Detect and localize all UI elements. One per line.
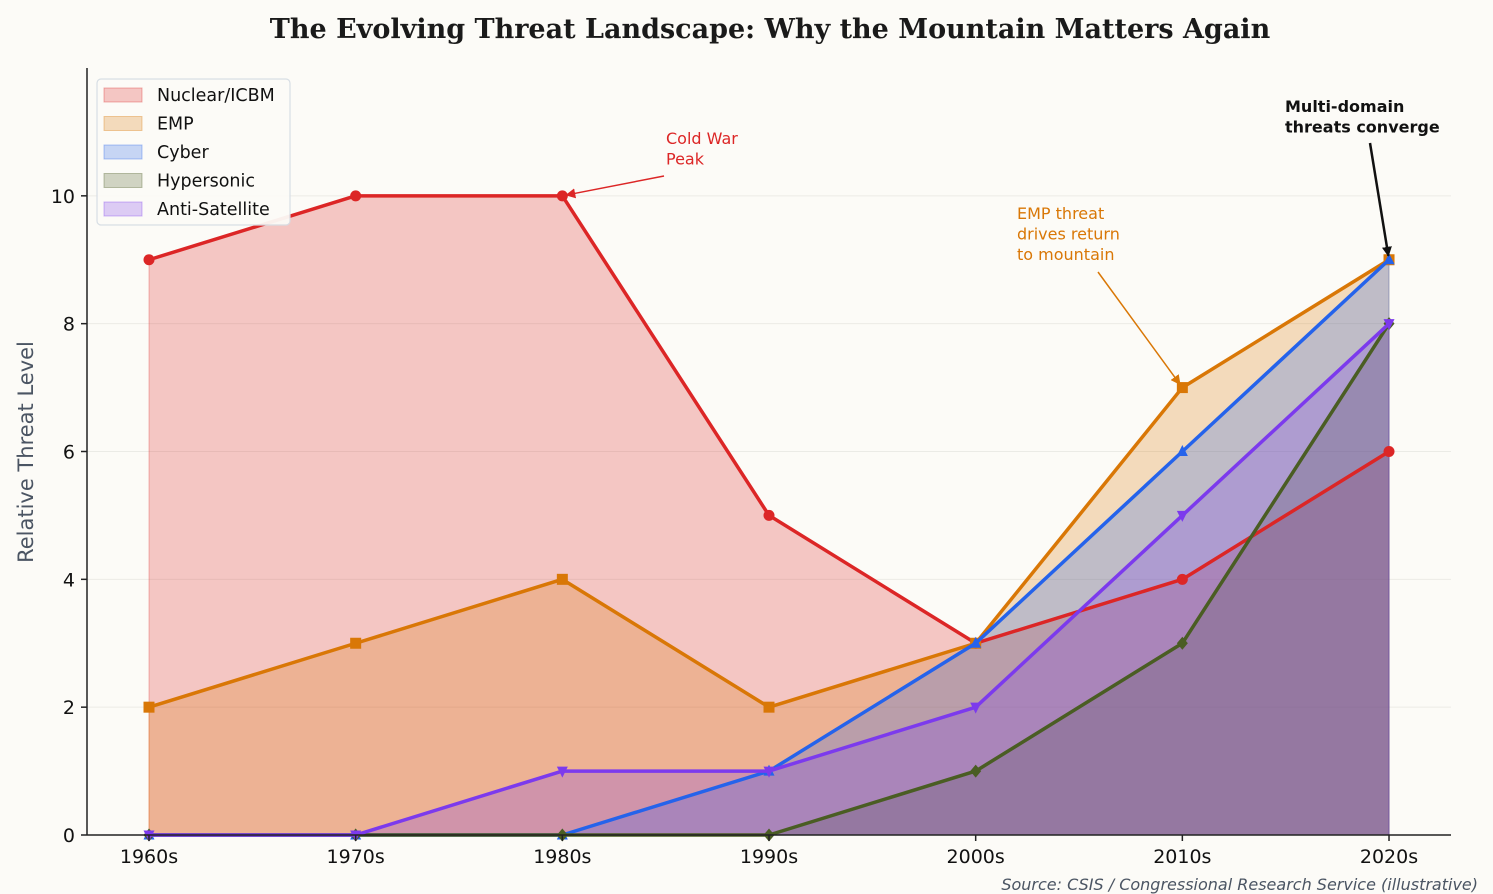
y-tick-label: 2 (63, 697, 75, 719)
chart-title: The Evolving Threat Landscape: Why the M… (270, 14, 1271, 45)
x-tick-label: 2020s (1360, 846, 1418, 868)
legend-swatch (103, 201, 143, 217)
point-emp (556, 573, 568, 585)
annotation-text: Peak (666, 150, 705, 169)
x-tick-label: 1990s (740, 846, 798, 868)
legend-swatch (103, 144, 143, 160)
annotation-text: Multi-domain (1285, 97, 1404, 116)
legend-swatch (103, 87, 143, 103)
legend-swatch (103, 116, 143, 131)
point-anti-satellite (1383, 319, 1395, 331)
annotation-text: to mountain (1017, 245, 1114, 264)
point-anti-satellite (763, 766, 775, 778)
point-emp (143, 701, 155, 713)
point-anti-satellite (556, 766, 568, 778)
y-tick-label: 6 (63, 442, 75, 464)
point-nuclear-icbm (763, 509, 775, 521)
point-cyber (1383, 253, 1395, 265)
point-anti-satellite (1176, 510, 1188, 522)
point-nuclear-icbm (1176, 573, 1188, 585)
source-note: Source: CSIS / Congressional Research Se… (1001, 875, 1478, 894)
y-tick-label: 10 (51, 186, 75, 208)
legend-label: EMP (157, 115, 194, 135)
y-tick-label: 4 (63, 569, 75, 591)
annotation-arrow (1097, 271, 1181, 386)
point-hypersonic (970, 764, 982, 778)
point-emp (350, 637, 362, 649)
point-cyber (970, 636, 982, 648)
y-axis-label: Relative Threat Level (14, 341, 38, 563)
annotation-text: drives return (1017, 225, 1120, 244)
point-emp (1176, 382, 1188, 394)
point-nuclear-icbm (350, 190, 362, 202)
x-tick-label: 2010s (1153, 846, 1211, 868)
point-nuclear-icbm (556, 190, 568, 202)
annotation-arrow (1368, 142, 1392, 257)
x-tick-label: 2000s (947, 846, 1005, 868)
x-tick-label: 1970s (327, 846, 385, 868)
annotation-text: Cold War (666, 129, 738, 148)
legend-label: Anti-Satellite (157, 200, 270, 220)
legend-swatch (103, 173, 143, 188)
point-hypersonic (1176, 636, 1188, 650)
y-tick-label: 0 (63, 825, 75, 847)
point-emp (763, 701, 775, 713)
x-tick-label: 1980s (533, 846, 591, 868)
point-nuclear-icbm (143, 254, 155, 266)
annotation-arrow (565, 175, 665, 199)
legend-label: Nuclear/ICBM (157, 86, 275, 106)
point-anti-satellite (970, 702, 982, 714)
x-tick-label: 1960s (120, 846, 178, 868)
point-nuclear-icbm (1383, 446, 1395, 457)
y-tick-label: 8 (63, 314, 75, 336)
annotation-text: EMP threat (1017, 204, 1104, 223)
annotation-text: threats converge (1285, 118, 1440, 137)
legend: Nuclear/ICBM EMP Cyber Hypersonic Anti-Satel… (96, 78, 291, 226)
legend-box (96, 78, 291, 226)
point-cyber (1176, 445, 1188, 456)
legend-label: Hypersonic (157, 172, 255, 192)
legend-label: Cyber (157, 143, 209, 163)
axes: 0 2 4 6 8 10 1960s 1970s 1980s 1990s 2000s 2010s 202… (51, 68, 1451, 868)
